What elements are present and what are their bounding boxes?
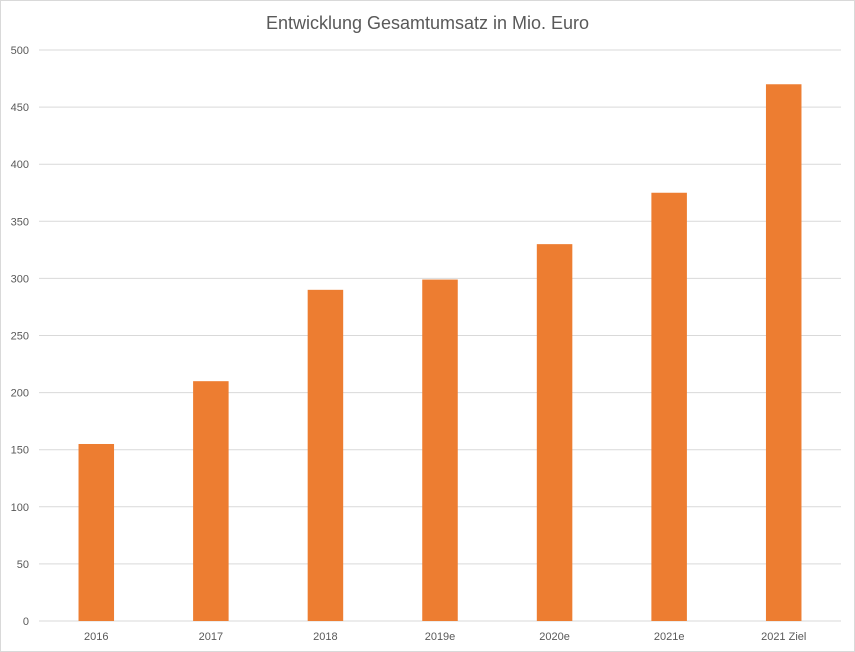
bar-2019e [422, 279, 458, 621]
y-tick-label: 50 [17, 559, 29, 571]
chart-title: Entwicklung Gesamtumsatz in Mio. Euro [265, 13, 590, 33]
y-tick-label: 150 [11, 445, 29, 457]
x-tick-label: 2019e [425, 631, 456, 643]
y-tick-label: 450 [11, 102, 29, 114]
y-tick-label: 350 [11, 216, 29, 228]
y-tick-label: 200 [11, 388, 29, 400]
y-tick-label: 100 [11, 502, 29, 514]
x-tick-label: 2017 [199, 631, 223, 643]
x-tick-label: 2016 [84, 631, 108, 643]
y-tick-label: 400 [11, 159, 29, 171]
x-tick-label: 2021e [654, 631, 685, 643]
bar-2018 [307, 289, 344, 621]
x-tick-label: 2020e [539, 631, 570, 643]
y-tick-label: 0 [23, 616, 29, 628]
y-tick-label: 250 [11, 331, 29, 343]
bar-2021-ziel [765, 84, 802, 621]
bar-2020e [536, 244, 573, 621]
x-tick-label: 2018 [313, 631, 337, 643]
bar-2021e [651, 192, 687, 621]
x-tick-label: 2021 Ziel [761, 631, 806, 643]
bar-2017 [193, 381, 229, 621]
y-tick-label: 300 [11, 273, 29, 285]
bar-2016 [78, 443, 115, 621]
y-tick-label: 500 [11, 45, 29, 57]
